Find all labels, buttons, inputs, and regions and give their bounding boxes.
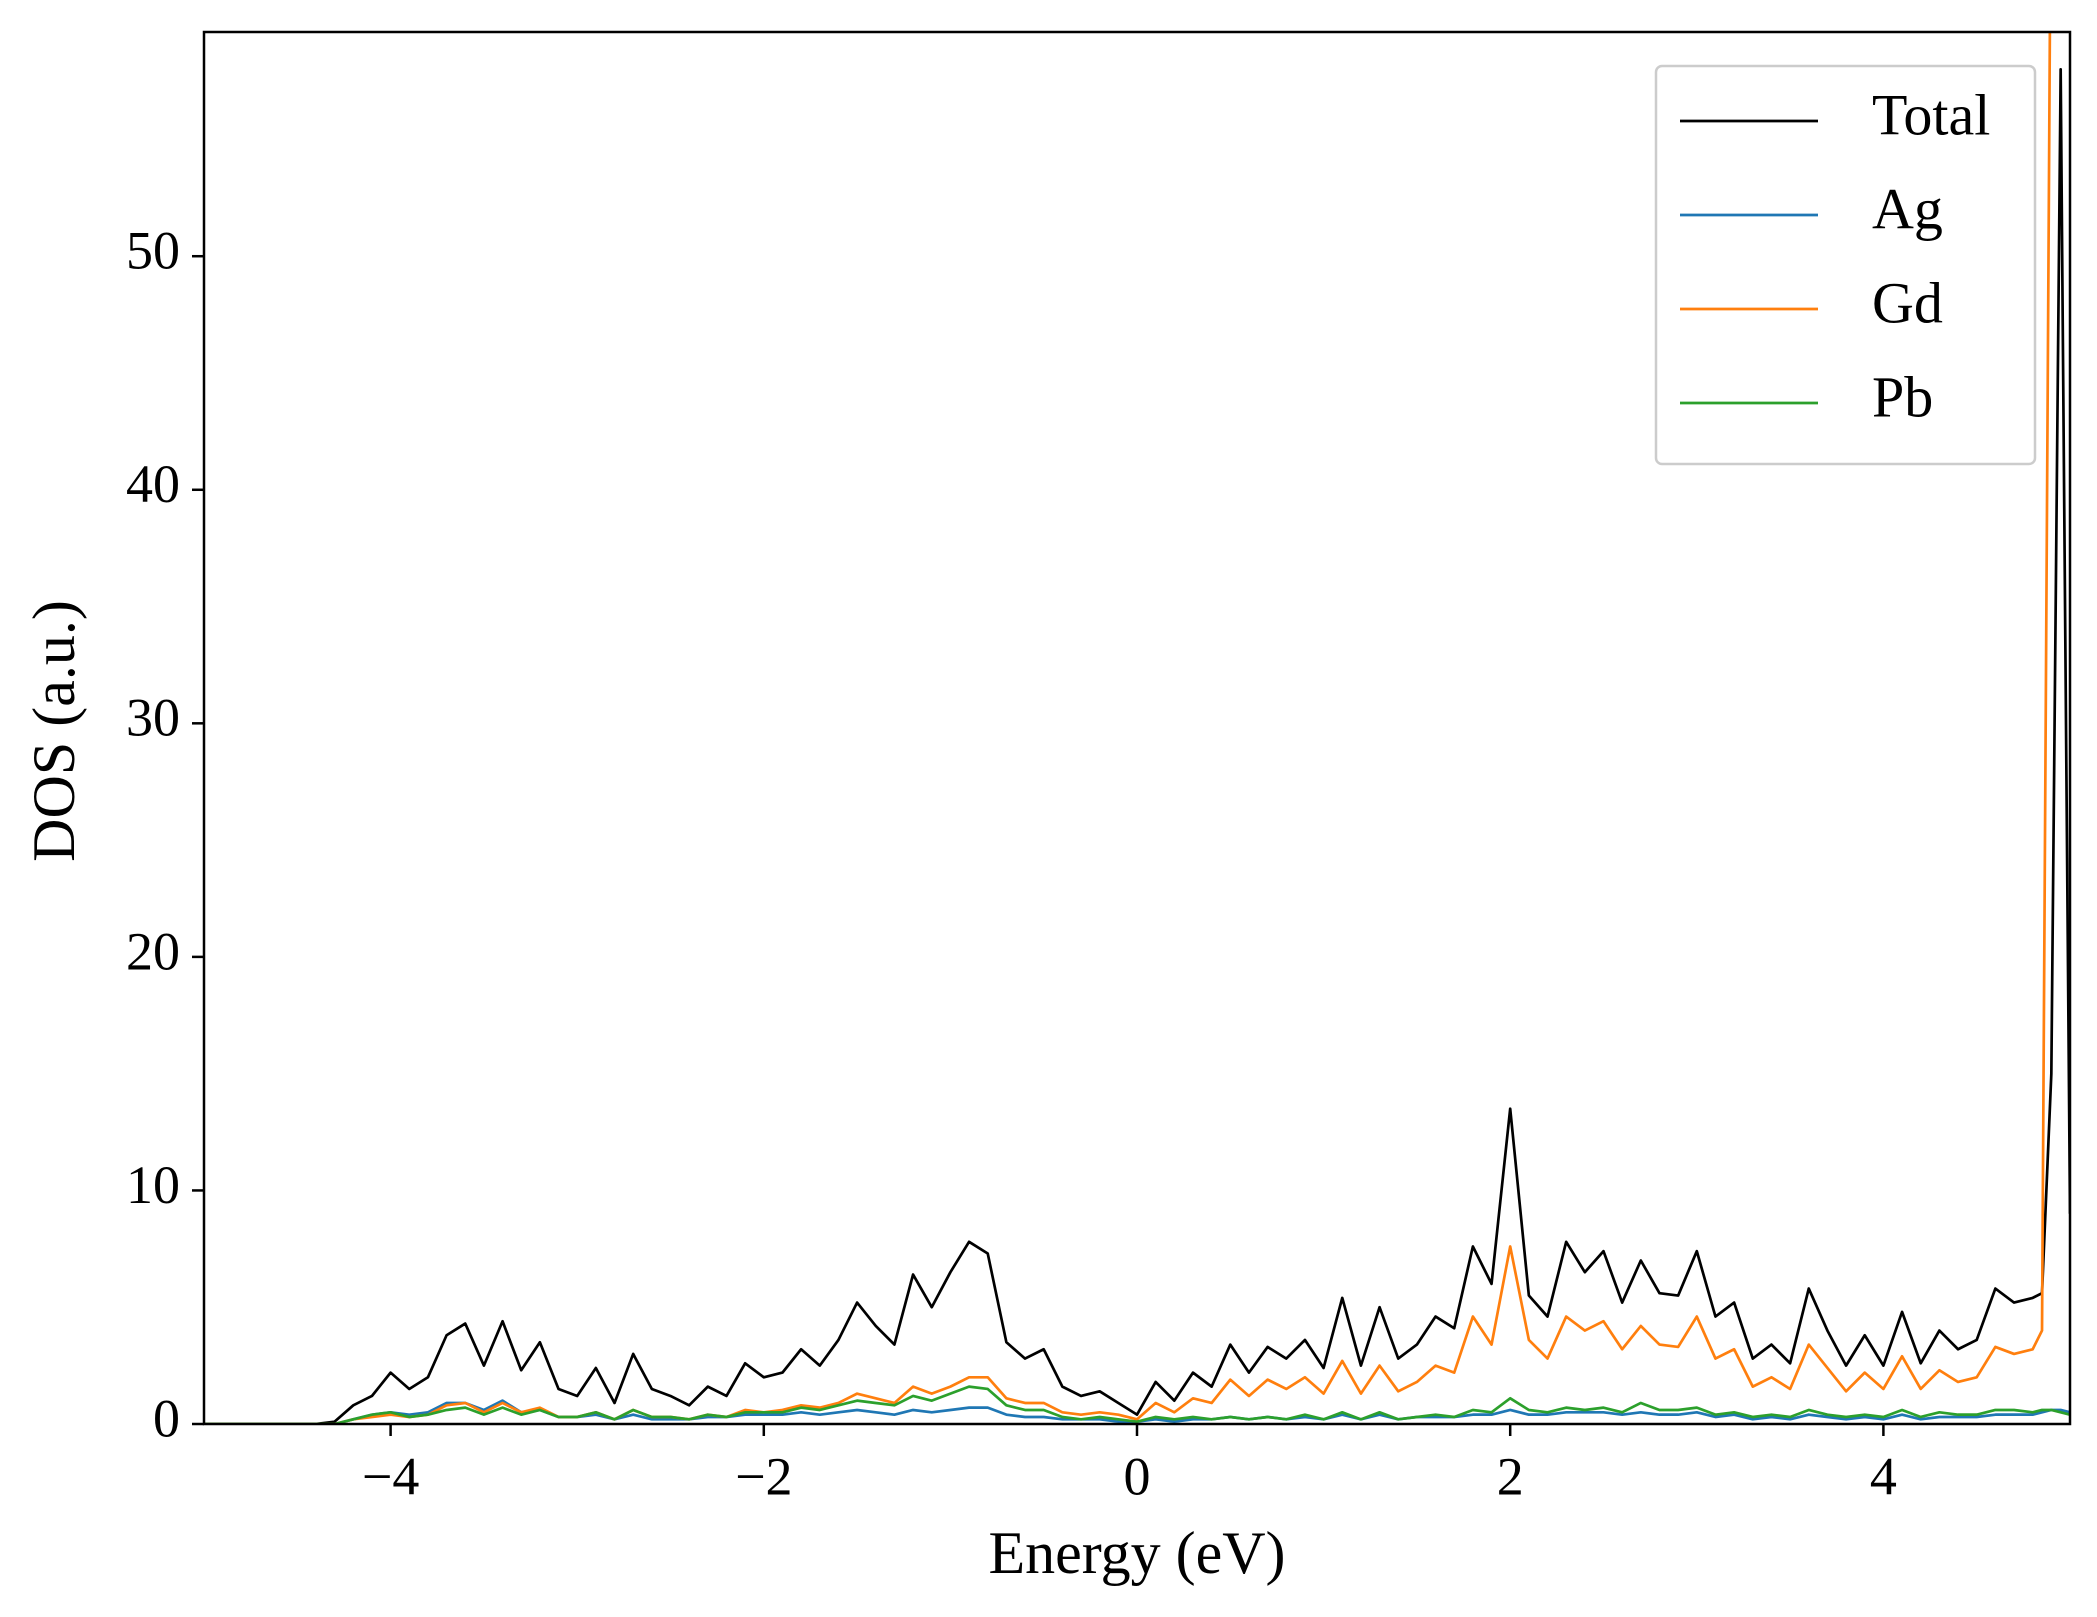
series-line bbox=[204, 32, 2052, 1424]
y-tick-label: 40 bbox=[126, 454, 180, 514]
x-tick-label: −4 bbox=[362, 1446, 419, 1506]
y-axis-label: DOS (a.u.) bbox=[21, 600, 87, 862]
x-tick-label: −2 bbox=[735, 1446, 792, 1506]
x-axis-label: Energy (eV) bbox=[988, 1520, 1285, 1586]
x-tick-label: 2 bbox=[1497, 1446, 1524, 1506]
x-tick-label: 4 bbox=[1870, 1446, 1897, 1506]
legend-label: Total bbox=[1872, 82, 1990, 147]
y-tick-label: 20 bbox=[126, 921, 180, 981]
legend-label: Ag bbox=[1872, 176, 1943, 241]
y-tick-label: 30 bbox=[126, 688, 180, 748]
legend-label: Gd bbox=[1872, 270, 1943, 335]
legend-label: Pb bbox=[1872, 364, 1933, 429]
y-tick-label: 10 bbox=[126, 1155, 180, 1215]
legend-box bbox=[1654, 64, 2037, 466]
series-line bbox=[204, 68, 2070, 1424]
y-tick-label: 0 bbox=[153, 1388, 180, 1448]
y-tick-label: 50 bbox=[126, 221, 180, 281]
plot-lines bbox=[204, 32, 2070, 1424]
x-tick-label: 0 bbox=[1124, 1446, 1151, 1506]
series-line bbox=[204, 1385, 2070, 1424]
